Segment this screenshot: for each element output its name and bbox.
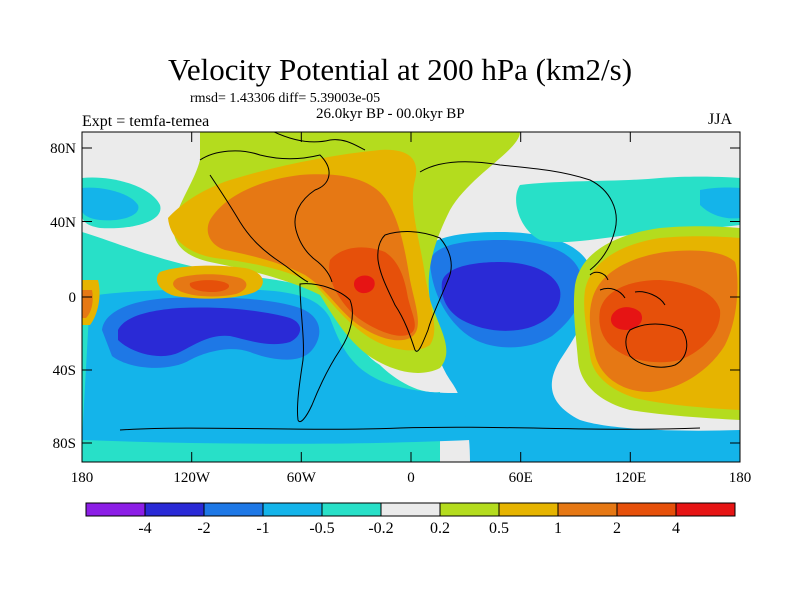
- colorbar-swatch: [321, 502, 382, 517]
- lat-tick-label: 80N: [50, 141, 76, 157]
- colorbar-swatch: [144, 502, 205, 517]
- australia-coast: [625, 323, 688, 368]
- atlantic-positive-core: [353, 275, 375, 294]
- maritime-positive-core: [610, 307, 643, 330]
- eurasia-teal-band: [516, 176, 740, 243]
- lat-tick-label: 40S: [53, 363, 76, 379]
- pacific-negative-core: [118, 307, 301, 357]
- colorbar-label: 4: [672, 520, 680, 537]
- colorbar-swatch: [85, 502, 146, 517]
- colorbar-swatch: [557, 502, 618, 517]
- east-pacific-redorange: [189, 280, 230, 292]
- colorbar-label: 0.5: [489, 520, 509, 537]
- north-america-coast: [199, 150, 333, 283]
- coastlines: [119, 132, 701, 431]
- nw-pacific-light: [700, 187, 740, 219]
- indian-negative-core: [441, 262, 561, 331]
- lon-tick-label: 60W: [287, 470, 317, 486]
- colorbar-label: -4: [138, 520, 151, 537]
- lat-tick-marks: [82, 147, 740, 444]
- lon-tick-labels: 180 120W 60W 0 60E 120E 180: [71, 470, 752, 486]
- colorbar-swatch: [380, 502, 441, 517]
- map-title: Velocity Potential at 200 hPa (km2/s): [167, 52, 633, 87]
- colorbar-label: 2: [613, 520, 621, 537]
- rmsd-diff-stats: rmsd= 1.43306 diff= 5.39003e-05: [190, 91, 381, 106]
- africa-coast: [377, 231, 452, 352]
- lon-tick-label: 60E: [509, 470, 533, 486]
- colorbar-label: -2: [197, 520, 210, 537]
- experiment-label: Expt = temfa-temea: [82, 113, 210, 130]
- time-periods-label: 26.0kyr BP - 00.0kyr BP: [316, 106, 465, 122]
- lon-tick-marks: [81, 132, 741, 462]
- colorbar-label: 0.2: [430, 520, 450, 537]
- colorbar-swatch: [439, 502, 500, 517]
- eurasia-coast: [419, 161, 617, 271]
- colorbar-swatch: [616, 502, 677, 517]
- colorbar: [85, 502, 736, 517]
- colorbar-swatch: [498, 502, 559, 517]
- contour-field: [82, 132, 740, 462]
- atlantic-positive-redorange: [329, 247, 415, 336]
- colorbar-swatch: [675, 502, 736, 517]
- lon-tick-label: 180: [71, 470, 94, 486]
- colorbar-label: 1: [554, 520, 562, 537]
- colorbar-label: -1: [256, 520, 269, 537]
- lon-tick-label: 120E: [614, 470, 646, 486]
- lat-tick-labels: 80N 40N 0 40S 80S: [50, 141, 76, 452]
- maritime-positive-redorange: [599, 280, 721, 363]
- south-america-coast: [297, 283, 353, 423]
- lon-tick-label: 0: [407, 470, 415, 486]
- season-label: JJA: [708, 111, 733, 128]
- colorbar-label: -0.5: [309, 520, 334, 537]
- colorbar-label: -0.2: [368, 520, 393, 537]
- antarctica-coast: [119, 426, 701, 431]
- greenland-coast: [273, 132, 366, 151]
- colorbar-labels: -4 -2 -1 -0.5 -0.2 0.2 0.5 1 2 4: [138, 520, 680, 537]
- colorbar-swatch: [262, 502, 323, 517]
- lon-tick-label: 180: [729, 470, 752, 486]
- lat-tick-label: 0: [69, 290, 77, 306]
- north-pacific-light: [82, 187, 139, 221]
- lat-tick-label: 80S: [53, 436, 76, 452]
- colorbar-swatch: [203, 502, 264, 517]
- lat-tick-label: 40N: [50, 215, 76, 231]
- lon-tick-label: 120W: [173, 470, 211, 486]
- maritime-continent-islands: [589, 271, 666, 306]
- north-america-west-coast: [209, 174, 309, 283]
